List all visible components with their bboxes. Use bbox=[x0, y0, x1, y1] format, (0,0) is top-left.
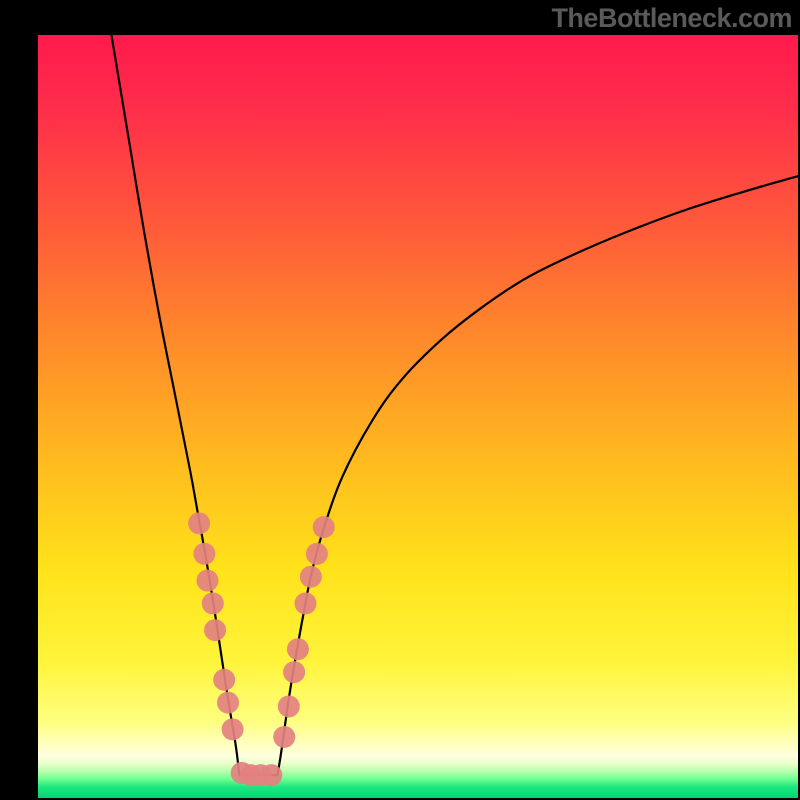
data-marker bbox=[295, 592, 317, 614]
chart-container: TheBottleneck.com bbox=[0, 0, 800, 800]
data-marker bbox=[278, 695, 300, 717]
data-marker bbox=[202, 592, 224, 614]
data-marker bbox=[273, 726, 295, 748]
data-marker bbox=[217, 692, 239, 714]
data-marker bbox=[287, 638, 309, 660]
data-marker bbox=[204, 619, 226, 641]
data-marker bbox=[300, 566, 322, 588]
data-marker bbox=[306, 543, 328, 565]
data-marker bbox=[260, 764, 282, 786]
data-marker bbox=[283, 661, 305, 683]
data-marker bbox=[196, 570, 218, 592]
data-marker bbox=[193, 543, 215, 565]
data-marker bbox=[313, 516, 335, 538]
data-marker bbox=[222, 718, 244, 740]
data-marker bbox=[213, 669, 235, 691]
data-marker bbox=[188, 512, 210, 534]
watermark-text: TheBottleneck.com bbox=[551, 3, 792, 34]
gradient-background bbox=[38, 35, 798, 798]
chart-svg bbox=[0, 0, 800, 800]
